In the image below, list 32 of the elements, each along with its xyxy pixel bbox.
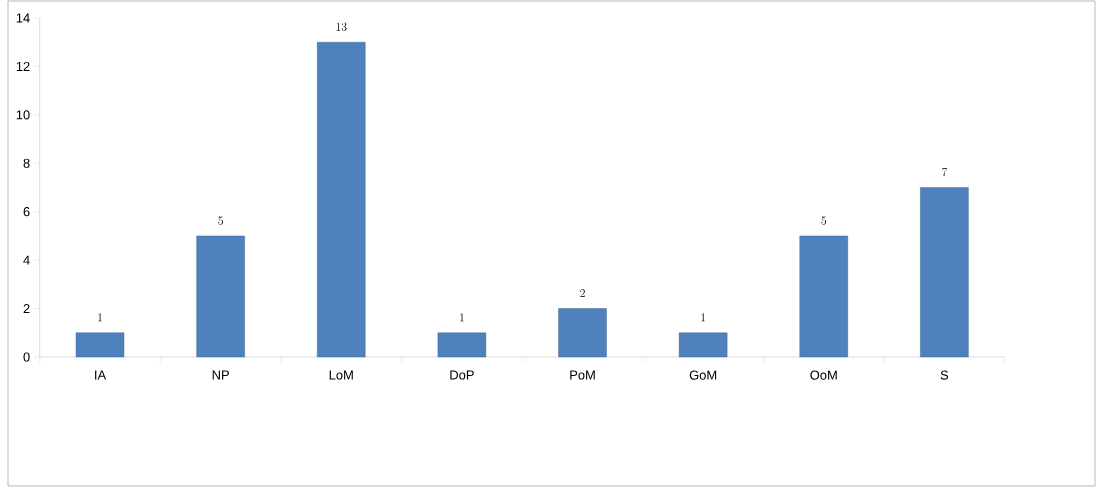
data-label: 5 bbox=[218, 216, 223, 225]
x-tick-label: DoP bbox=[450, 370, 474, 380]
bar bbox=[920, 187, 969, 358]
y-tick-label: 10 bbox=[16, 110, 30, 120]
x-tick-label: GoM bbox=[689, 370, 717, 380]
x-tick-label: NP bbox=[212, 370, 229, 380]
bar bbox=[799, 235, 848, 358]
x-tick-label: LoM bbox=[329, 370, 353, 380]
bar bbox=[196, 235, 245, 358]
data-label: 5 bbox=[821, 216, 827, 225]
bar bbox=[558, 308, 607, 358]
x-tick-label: OoM bbox=[810, 370, 837, 380]
bar bbox=[437, 332, 487, 358]
y-tick-label: 12 bbox=[16, 61, 30, 71]
x-tick-label: PoM bbox=[570, 370, 595, 380]
bar bbox=[678, 332, 728, 358]
bar bbox=[317, 42, 366, 358]
data-label: 1 bbox=[98, 313, 102, 322]
x-tick-label: S bbox=[940, 370, 949, 380]
data-label: 13 bbox=[336, 22, 347, 31]
data-label: 1 bbox=[460, 313, 464, 322]
y-tick-label: 8 bbox=[23, 158, 30, 168]
bar bbox=[75, 332, 125, 358]
data-label: 1 bbox=[701, 313, 706, 322]
y-tick-label: 14 bbox=[16, 13, 30, 23]
y-tick-label: 4 bbox=[23, 255, 30, 265]
data-label: 7 bbox=[942, 167, 948, 177]
y-tick-label: 0 bbox=[23, 352, 30, 362]
data-label: 2 bbox=[580, 289, 585, 298]
y-tick-label: 6 bbox=[23, 207, 30, 217]
y-tick-label: 2 bbox=[23, 304, 30, 314]
x-tick-label: IA bbox=[95, 370, 107, 380]
